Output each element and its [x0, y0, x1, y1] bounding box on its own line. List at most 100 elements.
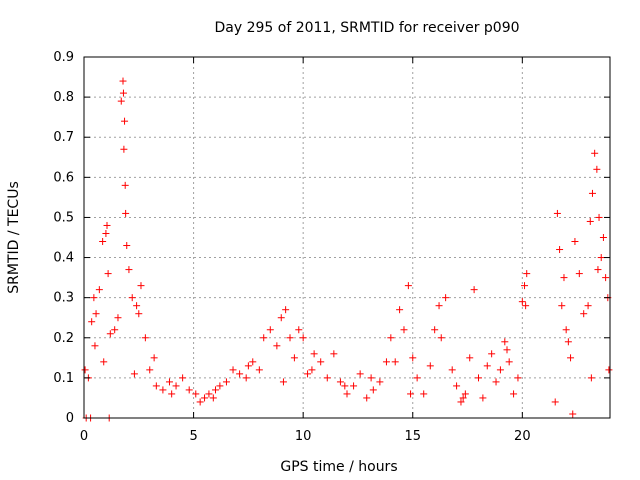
- data-point: [426, 362, 434, 370]
- y-tick-label: 0.2: [53, 331, 74, 346]
- data-point: [209, 394, 217, 402]
- data-point: [125, 266, 133, 274]
- data-point: [260, 334, 268, 342]
- data-point: [165, 378, 173, 386]
- data-point: [295, 326, 303, 334]
- data-point: [205, 390, 213, 398]
- data-point: [558, 302, 566, 310]
- data-point: [453, 382, 461, 390]
- data-point: [141, 334, 149, 342]
- data-point: [496, 366, 504, 374]
- data-point: [330, 350, 338, 358]
- data-point: [122, 209, 130, 217]
- data-point: [593, 165, 601, 173]
- data-point: [323, 374, 331, 382]
- data-point: [575, 270, 583, 278]
- data-point: [442, 294, 450, 302]
- data-point: [192, 390, 200, 398]
- data-point: [133, 302, 141, 310]
- data-point: [172, 382, 180, 390]
- data-point: [594, 266, 602, 274]
- data-point: [81, 366, 89, 374]
- data-point: [135, 310, 143, 318]
- data-point: [564, 338, 572, 346]
- data-point: [466, 354, 474, 362]
- y-tick-label: 0: [66, 411, 74, 426]
- y-tick-label: 0.6: [53, 170, 74, 185]
- data-point: [88, 318, 96, 326]
- data-point: [503, 346, 511, 354]
- data-point: [448, 366, 456, 374]
- data-point: [479, 394, 487, 402]
- data-point: [431, 326, 439, 334]
- data-point: [376, 378, 384, 386]
- x-tick-label: 5: [189, 429, 197, 444]
- data-point: [560, 274, 568, 282]
- data-point: [123, 242, 131, 250]
- data-point: [580, 310, 588, 318]
- data-point: [336, 378, 344, 386]
- data-point: [128, 294, 136, 302]
- data-point: [130, 370, 138, 378]
- data-point: [595, 213, 603, 221]
- data-point: [562, 326, 570, 334]
- data-point: [114, 314, 122, 322]
- data-point: [391, 358, 399, 366]
- data-point: [266, 326, 274, 334]
- data-point: [553, 209, 561, 217]
- data-point: [505, 358, 513, 366]
- data-point: [522, 302, 530, 310]
- data-point: [117, 97, 125, 105]
- data-point: [556, 246, 564, 254]
- data-point: [255, 366, 263, 374]
- data-point: [571, 238, 579, 246]
- data-point: [514, 374, 522, 382]
- data-point: [387, 334, 395, 342]
- y-tick-label: 0.5: [53, 210, 74, 225]
- x-tick-label: 20: [514, 429, 531, 444]
- data-point: [605, 366, 613, 374]
- plot-frame: [83, 56, 611, 419]
- data-point: [382, 358, 390, 366]
- data-point: [249, 358, 257, 366]
- data-point: [492, 378, 500, 386]
- data-point: [584, 302, 592, 310]
- y-tick-label: 0.7: [53, 130, 74, 145]
- x-tick-label: 10: [295, 429, 312, 444]
- data-point: [501, 338, 509, 346]
- data-point: [404, 282, 412, 290]
- data-point: [137, 282, 145, 290]
- data-point: [308, 366, 316, 374]
- data-point: [290, 354, 298, 362]
- data-point: [244, 362, 252, 370]
- data-point: [341, 382, 349, 390]
- x-tick-labels: 0 5 10 15 20: [80, 429, 531, 444]
- data-point: [216, 382, 224, 390]
- y-tick-label: 0.8: [53, 90, 74, 105]
- data-point: [437, 334, 445, 342]
- tick-marks: [83, 56, 610, 419]
- grid-lines: [84, 57, 610, 418]
- data-point: [551, 398, 559, 406]
- x-axis-title: GPS time / hours: [280, 459, 397, 475]
- data-point: [236, 370, 244, 378]
- data-point: [222, 378, 230, 386]
- data-point: [400, 326, 408, 334]
- data-point: [567, 354, 575, 362]
- data-point: [119, 77, 127, 85]
- data-point: [242, 374, 250, 382]
- data-point: [99, 238, 107, 246]
- data-point: [119, 89, 127, 97]
- y-tick-label: 0.1: [53, 371, 74, 386]
- y-tick-label: 0.9: [53, 50, 74, 65]
- data-point: [470, 286, 478, 294]
- data-point: [587, 374, 595, 382]
- data-point: [150, 354, 158, 362]
- data-point: [304, 370, 312, 378]
- data-point: [273, 342, 281, 350]
- data-point: [120, 145, 128, 153]
- data-point: [317, 358, 325, 366]
- data-point: [121, 117, 129, 125]
- data-point: [102, 229, 110, 237]
